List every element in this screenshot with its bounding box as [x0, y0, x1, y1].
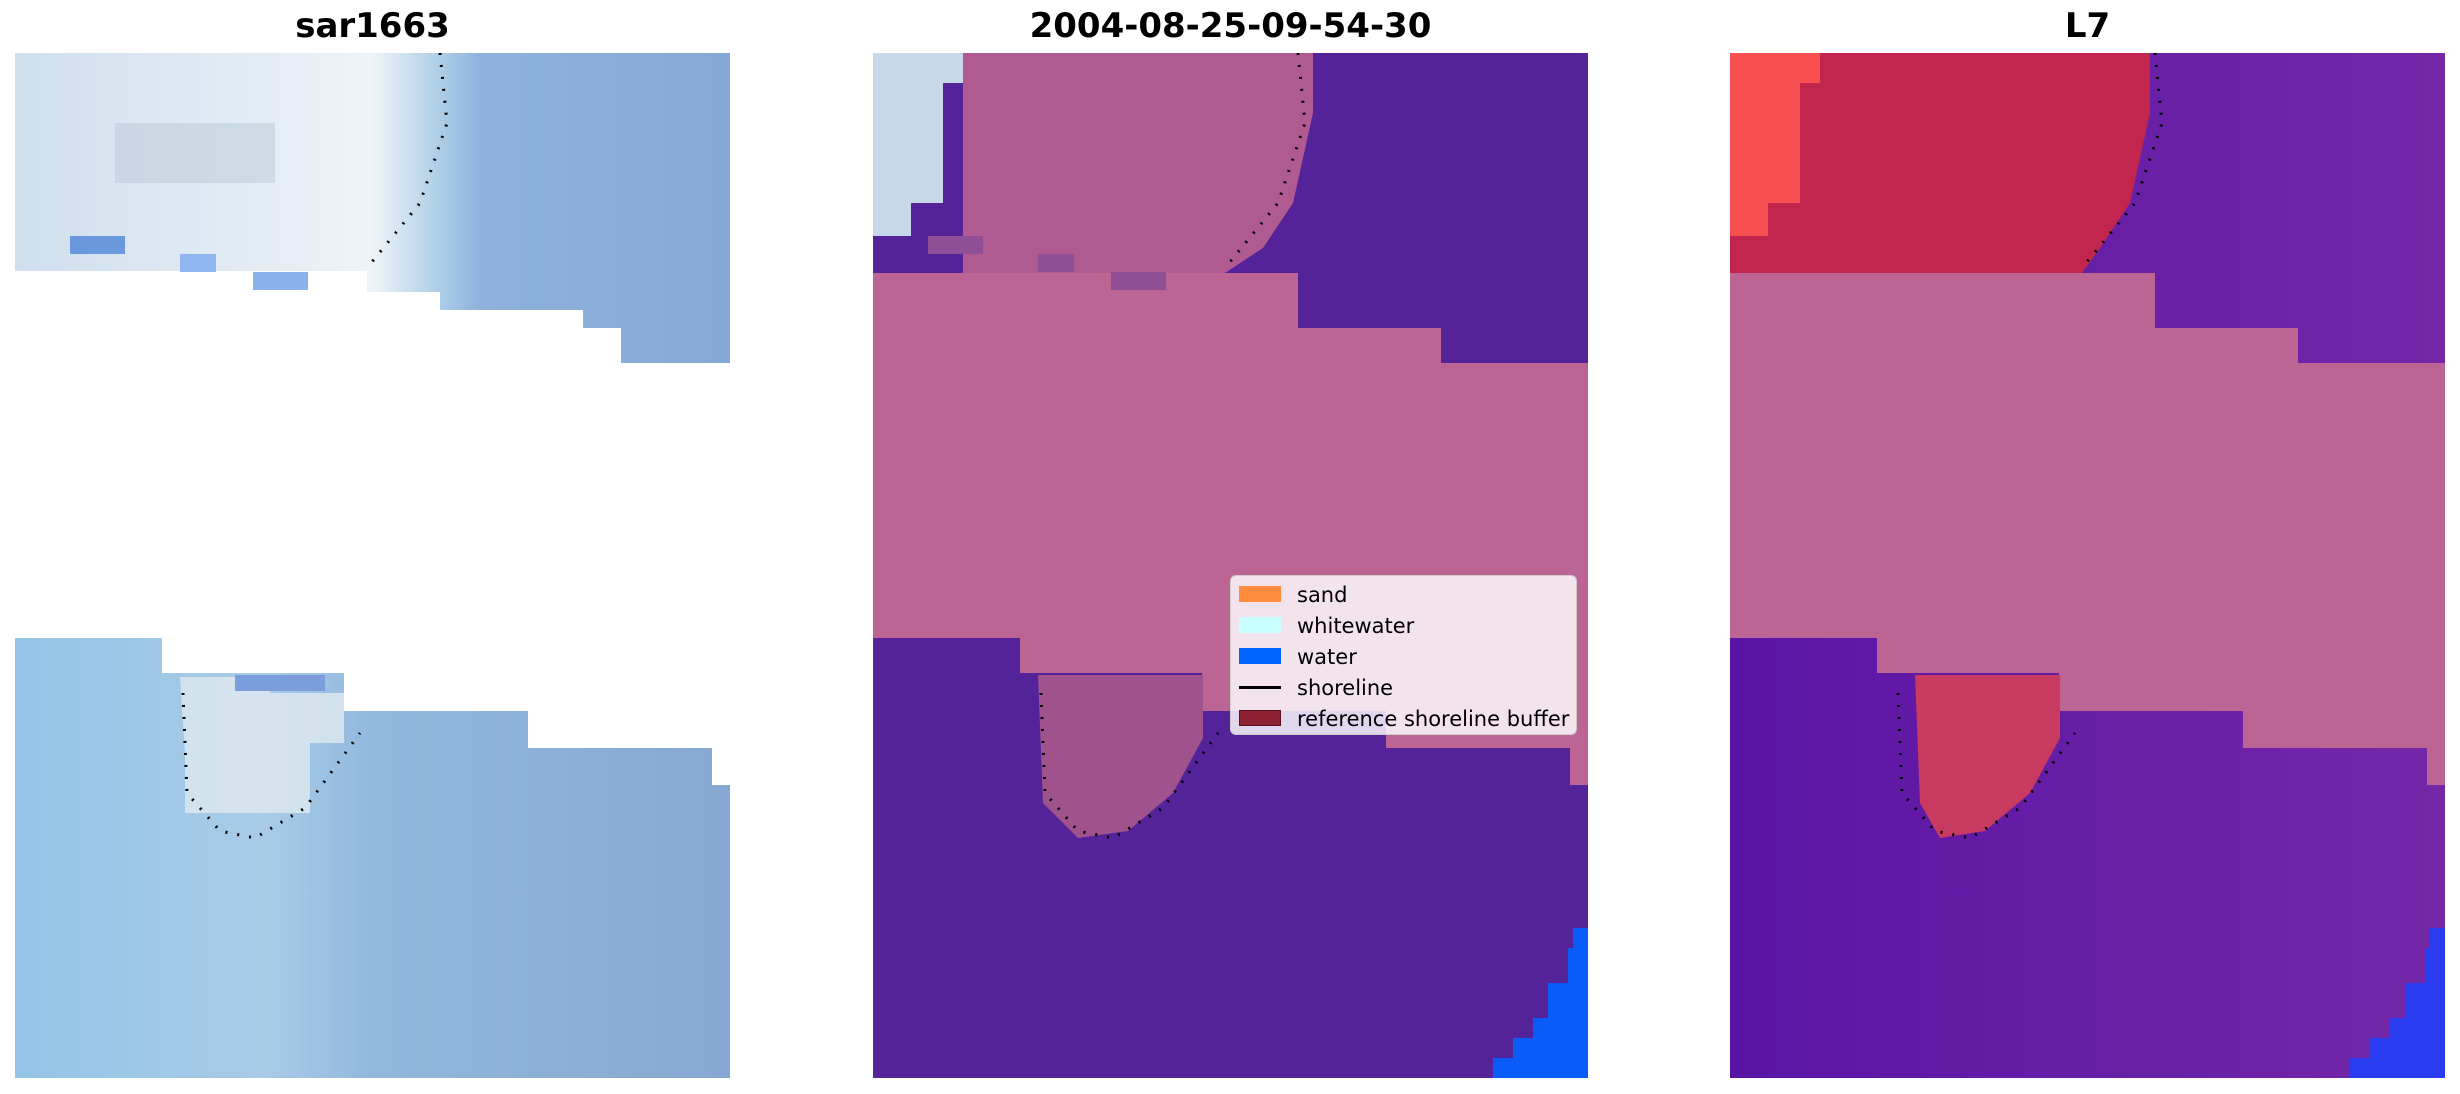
red-lower-region — [1915, 675, 2060, 838]
satellite-image-panel — [1730, 53, 2445, 1078]
legend-swatch-sand — [1239, 586, 1281, 602]
legend-label-buffer: reference shoreline buffer — [1297, 707, 1570, 731]
legend-line-shoreline — [1239, 686, 1281, 689]
legend-swatch-water — [1239, 648, 1281, 664]
panel-title-rgb: sar1663 — [295, 6, 450, 46]
buffer-band-3 — [1730, 273, 2445, 785]
whitewater-patch — [873, 53, 963, 236]
legend: sand whitewater water shoreline referenc… — [1230, 575, 1577, 735]
blue-corner — [2350, 928, 2445, 1078]
legend-label-sand: sand — [1297, 583, 1348, 607]
classified-image-panel — [873, 53, 1588, 1078]
shoreline-lower — [181, 692, 362, 840]
legend-label-shoreline: shoreline — [1297, 676, 1394, 700]
shoreline-lower-3 — [1896, 692, 2077, 840]
lower-image-region — [15, 638, 730, 1078]
rgb-image-panel — [15, 53, 730, 1078]
red-upper-region — [1730, 53, 2150, 273]
bright-red-corner — [1730, 53, 1820, 236]
panel-title-satellite: L7 — [2064, 6, 2111, 46]
shoreline-lower-2 — [1039, 692, 1220, 840]
panel-title-classified: 2004-08-25-09-54-30 — [1029, 6, 1432, 46]
buffer-upper-lobe — [963, 53, 1313, 273]
legend-label-water: water — [1297, 645, 1357, 669]
legend-swatch-whitewater — [1239, 617, 1281, 633]
upper-image-region — [15, 53, 730, 363]
legend-swatch-buffer — [1239, 710, 1281, 726]
water-class-corner — [1493, 928, 1588, 1078]
legend-label-whitewater: whitewater — [1297, 614, 1415, 638]
buffer-lower-lobe — [1038, 675, 1203, 838]
